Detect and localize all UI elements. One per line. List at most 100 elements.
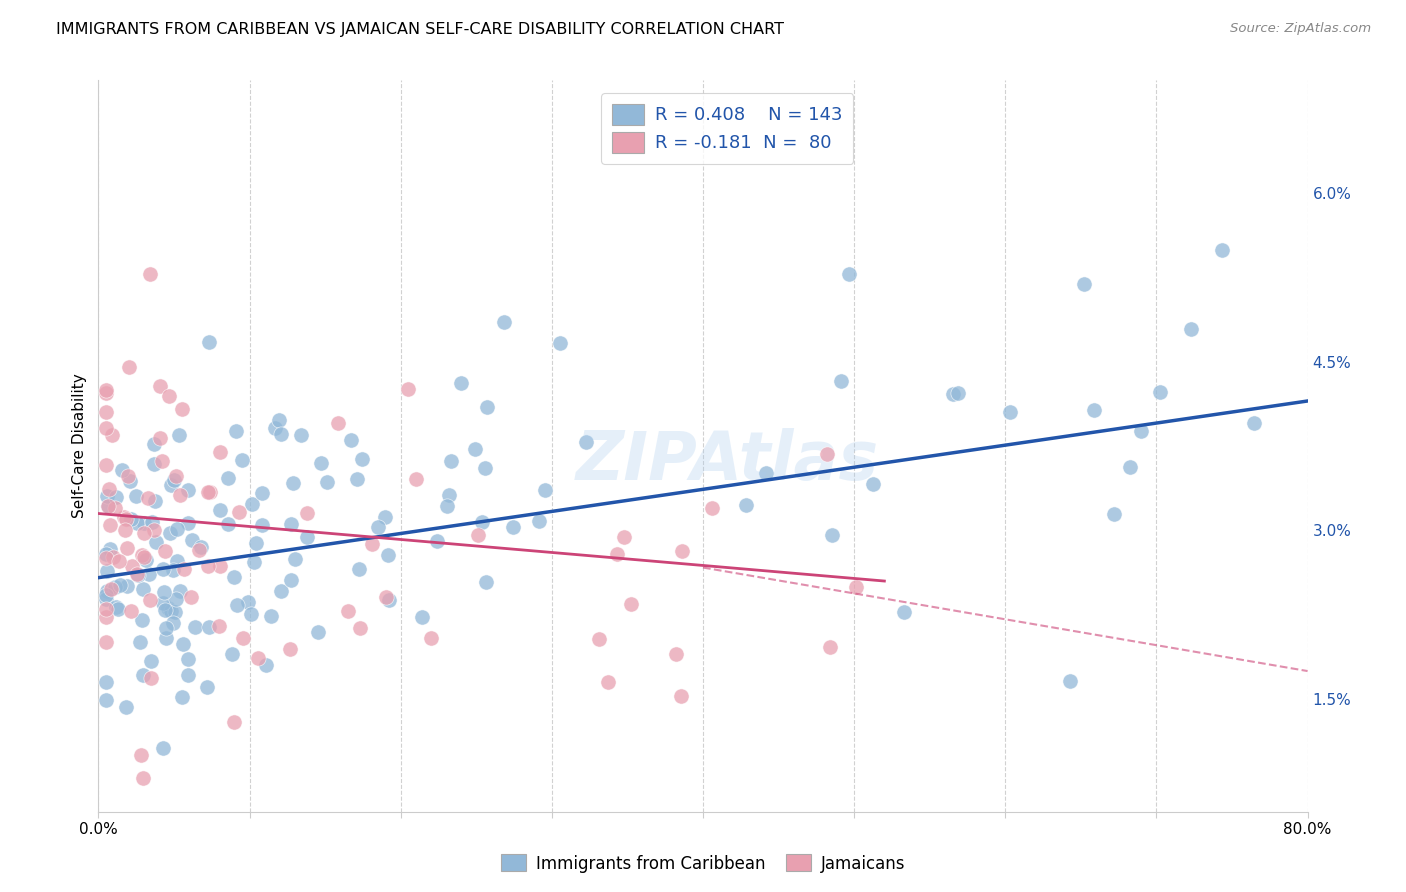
Point: [1083, 403, 1105, 417]
Point: [120, 474, 142, 488]
Point: [139, 654, 162, 668]
Point: [240, 497, 263, 511]
Point: [295, 506, 318, 520]
Point: [153, 544, 176, 558]
Point: [149, 378, 172, 392]
Point: [162, 473, 184, 487]
Point: [165, 469, 187, 483]
Point: [142, 437, 165, 451]
Point: [232, 631, 254, 645]
Legend: Immigrants from Caribbean, Jamaicans: Immigrants from Caribbean, Jamaicans: [495, 847, 911, 880]
Point: [243, 555, 266, 569]
Y-axis label: Self-Care Disability: Self-Care Disability: [72, 374, 87, 518]
Point: [139, 593, 162, 607]
Point: [94, 405, 117, 419]
Point: [290, 427, 312, 442]
Point: [328, 416, 350, 430]
Point: [188, 543, 211, 558]
Point: [183, 620, 205, 634]
Point: [162, 563, 184, 577]
Point: [280, 516, 302, 531]
Point: [94, 420, 117, 434]
Point: [267, 413, 290, 427]
Point: [309, 456, 332, 470]
Point: [172, 402, 194, 417]
Point: [246, 651, 269, 665]
Point: [181, 533, 204, 547]
Point: [190, 540, 212, 554]
Point: [475, 400, 498, 414]
Point: [94, 675, 117, 690]
Point: [120, 512, 142, 526]
Point: [160, 604, 183, 618]
Point: [862, 477, 884, 491]
Point: [471, 516, 494, 530]
Point: [200, 484, 222, 499]
Point: [101, 428, 124, 442]
Point: [221, 647, 243, 661]
Point: [396, 382, 419, 396]
Point: [492, 315, 515, 329]
Point: [94, 592, 117, 607]
Point: [100, 582, 122, 596]
Point: [169, 488, 191, 502]
Point: [475, 575, 498, 590]
Point: [527, 514, 550, 528]
Point: [94, 610, 117, 624]
Point: [208, 559, 231, 574]
Point: [349, 621, 371, 635]
Point: [165, 591, 187, 606]
Point: [671, 544, 693, 558]
Point: [94, 551, 117, 566]
Point: [139, 267, 162, 281]
Point: [94, 588, 117, 602]
Point: [548, 336, 571, 351]
Point: [132, 667, 155, 681]
Point: [284, 552, 307, 566]
Point: [143, 457, 166, 471]
Point: [131, 548, 153, 562]
Point: [177, 668, 200, 682]
Point: [838, 268, 860, 282]
Point: [153, 603, 176, 617]
Point: [152, 596, 174, 610]
Point: [152, 741, 174, 756]
Point: [533, 483, 555, 497]
Point: [155, 632, 177, 646]
Point: [107, 601, 129, 615]
Point: [135, 553, 157, 567]
Point: [98, 541, 121, 556]
Point: [197, 559, 219, 574]
Point: [177, 516, 200, 530]
Point: [440, 453, 463, 467]
Point: [131, 613, 153, 627]
Point: [411, 610, 433, 624]
Point: [613, 530, 636, 544]
Point: [250, 518, 273, 533]
Point: [97, 499, 120, 513]
Point: [125, 489, 148, 503]
Point: [162, 615, 184, 630]
Point: [502, 520, 524, 534]
Point: [152, 562, 174, 576]
Point: [160, 478, 183, 492]
Point: [96, 489, 118, 503]
Point: [94, 602, 117, 616]
Point: [420, 631, 443, 645]
Point: [94, 635, 117, 649]
Point: [163, 605, 186, 619]
Point: [620, 597, 643, 611]
Point: [307, 624, 329, 639]
Point: [198, 620, 221, 634]
Point: [575, 435, 598, 450]
Point: [270, 584, 292, 599]
Point: [450, 376, 472, 390]
Point: [198, 334, 221, 349]
Point: [1130, 424, 1153, 438]
Point: [141, 672, 163, 686]
Point: [127, 566, 149, 581]
Point: [115, 699, 138, 714]
Point: [180, 590, 202, 604]
Point: [157, 600, 180, 615]
Point: [845, 581, 868, 595]
